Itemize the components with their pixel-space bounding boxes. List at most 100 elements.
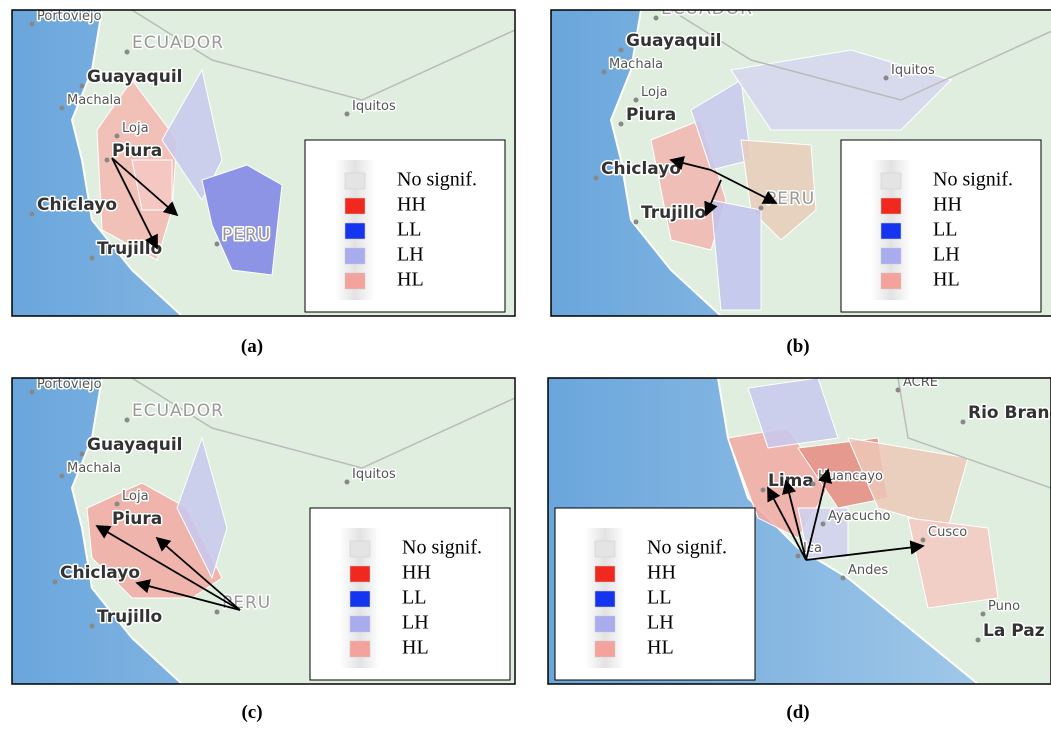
place-label: Ica bbox=[803, 541, 822, 556]
place-dot bbox=[634, 98, 639, 103]
place-label: Trujillo bbox=[97, 239, 162, 259]
place-dot bbox=[602, 70, 607, 75]
place-label: Guayaquil bbox=[87, 67, 182, 87]
place-dot bbox=[80, 452, 85, 457]
place-label: Loja bbox=[122, 121, 149, 136]
legend-label: HL bbox=[397, 269, 424, 291]
place-dot bbox=[759, 206, 764, 211]
place-dot bbox=[105, 526, 110, 531]
place-dot bbox=[841, 576, 846, 581]
legend-swatch bbox=[595, 566, 615, 582]
legend: No signif.HHLLLHHL bbox=[841, 140, 1041, 312]
legend-swatch bbox=[345, 173, 365, 189]
place-dot bbox=[976, 638, 981, 643]
legend-swatch bbox=[350, 641, 370, 657]
map-panel: PortoviejoECUADORGuayaquilMachalaLojaIqu… bbox=[12, 377, 515, 684]
place-dot bbox=[345, 480, 350, 485]
place-label: Trujillo bbox=[641, 203, 706, 223]
place-label: Portoviejo bbox=[37, 377, 102, 392]
legend-swatch bbox=[595, 641, 615, 657]
legend-swatch bbox=[595, 591, 615, 607]
legend-swatch bbox=[350, 591, 370, 607]
legend-label: LL bbox=[647, 587, 671, 609]
place-label: ECUADOR bbox=[132, 33, 224, 53]
place-label: La Paz bbox=[983, 621, 1045, 641]
legend-label: LH bbox=[933, 244, 960, 266]
legend-label: LL bbox=[402, 587, 426, 609]
legend-label: HH bbox=[647, 562, 676, 584]
place-dot bbox=[884, 76, 889, 81]
caption: (d) bbox=[786, 702, 809, 723]
legend-label: LL bbox=[933, 219, 957, 241]
caption: (c) bbox=[241, 702, 262, 723]
legend-label: No signif. bbox=[933, 169, 1013, 191]
legend-label: HH bbox=[402, 562, 431, 584]
place-label: Puno bbox=[988, 599, 1020, 614]
legend-swatch bbox=[350, 616, 370, 632]
legend-label: LL bbox=[397, 219, 421, 241]
place-label: Machala bbox=[67, 93, 121, 108]
place-label: Chiclayo bbox=[601, 159, 681, 179]
legend-label: LH bbox=[647, 612, 674, 634]
legend-swatch bbox=[350, 541, 370, 557]
place-dot bbox=[761, 488, 766, 493]
place-label: Chiclayo bbox=[37, 195, 117, 215]
place-label: Loja bbox=[641, 85, 668, 100]
place-label: Machala bbox=[67, 461, 121, 476]
place-label: Piura bbox=[112, 509, 162, 529]
legend-label: No signif. bbox=[402, 537, 482, 559]
place-label: Piura bbox=[112, 141, 162, 161]
place-label: Iquitos bbox=[891, 63, 935, 78]
place-dot bbox=[30, 212, 35, 217]
place-dot bbox=[30, 390, 35, 395]
place-label: Cusco bbox=[928, 525, 967, 540]
place-dot bbox=[215, 242, 220, 247]
place-dot bbox=[115, 502, 120, 507]
legend-swatch bbox=[350, 566, 370, 582]
place-label: Trujillo bbox=[97, 607, 162, 627]
place-label: PERU bbox=[222, 225, 271, 245]
place-dot bbox=[125, 50, 130, 55]
place-dot bbox=[345, 112, 350, 117]
place-dot bbox=[981, 612, 986, 617]
place-dot bbox=[811, 482, 816, 487]
place-dot bbox=[921, 538, 926, 543]
place-dot bbox=[60, 106, 65, 111]
legend-swatch bbox=[345, 273, 365, 289]
place-label: Iquitos bbox=[352, 99, 396, 114]
place-dot bbox=[115, 134, 120, 139]
place-label: Piura bbox=[626, 105, 676, 125]
place-dot bbox=[654, 16, 659, 21]
place-dot bbox=[215, 610, 220, 615]
place-label: Portoviejo bbox=[37, 9, 102, 24]
place-label: PERU bbox=[766, 189, 815, 209]
legend-label: HL bbox=[402, 637, 429, 659]
place-dot bbox=[90, 624, 95, 629]
place-label: Guayaquil bbox=[626, 31, 721, 51]
place-dot bbox=[53, 580, 58, 585]
figure: PortoviejoECUADORGuayaquilMachalaLojaIqu… bbox=[0, 0, 1051, 732]
place-dot bbox=[30, 22, 35, 27]
legend-swatch bbox=[345, 248, 365, 264]
legend-swatch bbox=[595, 541, 615, 557]
place-label: Rio Branco bbox=[968, 403, 1051, 423]
place-dot bbox=[125, 418, 130, 423]
place-label: Andes bbox=[848, 563, 888, 578]
place-dot bbox=[80, 84, 85, 89]
legend: No signif.HHLLLHHL bbox=[310, 508, 510, 680]
place-dot bbox=[619, 48, 624, 53]
place-label: Lima bbox=[768, 471, 814, 491]
legend-swatch bbox=[345, 223, 365, 239]
place-dot bbox=[60, 474, 65, 479]
legend-swatch bbox=[881, 173, 901, 189]
legend-label: HL bbox=[933, 269, 960, 291]
place-label: Iquitos bbox=[352, 467, 396, 482]
legend-swatch bbox=[345, 198, 365, 214]
place-label: Machala bbox=[609, 57, 663, 72]
place-dot bbox=[90, 256, 95, 261]
place-dot bbox=[821, 522, 826, 527]
place-dot bbox=[796, 554, 801, 559]
